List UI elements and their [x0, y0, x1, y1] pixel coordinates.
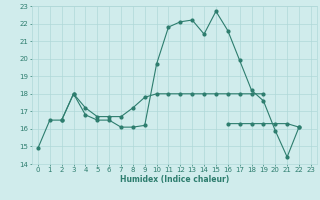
X-axis label: Humidex (Indice chaleur): Humidex (Indice chaleur): [120, 175, 229, 184]
